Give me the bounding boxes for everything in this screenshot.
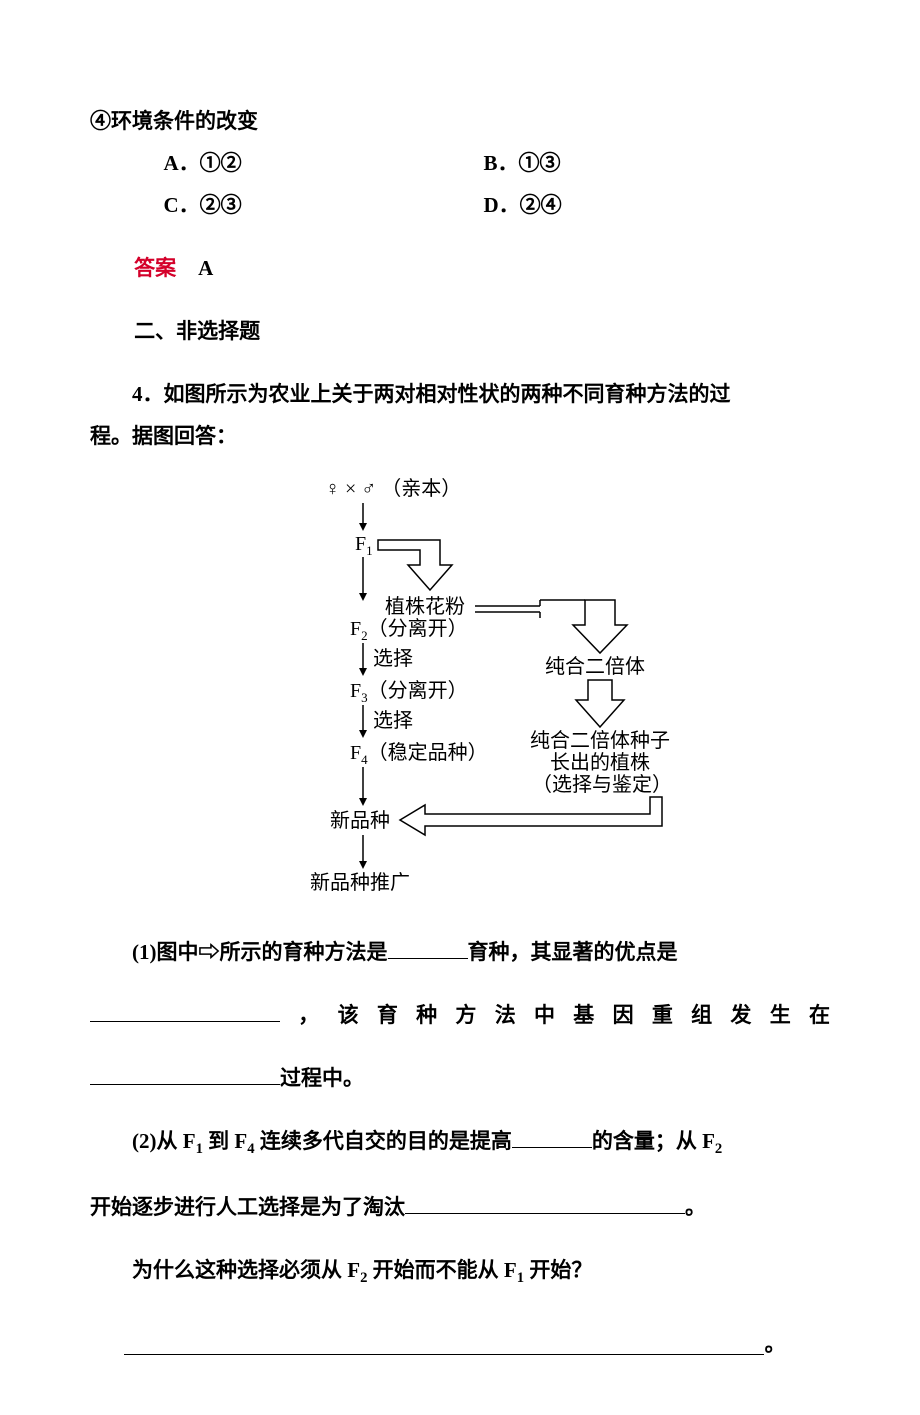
diagram-f3: F3（分离开） [350, 679, 468, 705]
diagram-seed-3: （选择与鉴定） [532, 773, 672, 796]
q4-sub2-line1: (2)从 F1 到 F4 连续多代自交的目的是提高 的含量；从 F2 [90, 1120, 830, 1165]
q2-ask-end: 开始？ [524, 1258, 592, 1282]
diagram-promote: 新品种推广 [310, 871, 410, 894]
q2-line2-pre: 开始逐步进行人工选择是为了淘汰 [90, 1195, 405, 1219]
options-row-1: A．①② B．①③ [164, 142, 831, 184]
hollow-arrow-down-icon [540, 600, 627, 653]
diagram-select-2: 选择 [373, 709, 413, 732]
q2-mid2: 连续多代自交的目的是提高 [255, 1129, 512, 1153]
diagram-f4: F4（稳定品种） [350, 741, 488, 767]
answer-blank-line: 。 [124, 1354, 764, 1355]
q1-post1: 育种，其显著的优点是 [468, 940, 678, 964]
q2-sub4: 4 [247, 1141, 254, 1157]
diagram-seed-1: 纯合二倍体种子 [530, 729, 670, 752]
q2-mid1: 到 F [203, 1129, 247, 1153]
breeding-diagram: .dt { font-family: "SimSun","Songti SC",… [220, 475, 700, 910]
q4-stem-line1: 4．如图所示为农业上关于两对相对性状的两种不同育种方法的过 [90, 373, 830, 415]
answer-label: 答案 [134, 256, 176, 280]
document-page: ④环境条件的改变 A．①② B．①③ C．②③ D．②④ 答案 A 二、非选择题… [0, 0, 920, 1415]
section-2-title: 二、非选择题 [134, 310, 830, 352]
blank-5 [405, 1194, 685, 1214]
q2-mid3: 的含量；从 F [592, 1129, 715, 1153]
diagram-parent: ♀ × ♂ （亲本） [325, 477, 461, 500]
hollow-arrow-down-2-icon [576, 680, 624, 727]
item-4-text: ④环境条件的改变 [90, 100, 830, 142]
hollow-arrow-right-icon [378, 540, 452, 590]
q4-stem-line2: 程。据图回答： [90, 415, 830, 457]
q2-ask-pre: 为什么这种选择必须从 F [132, 1258, 360, 1282]
diagram-pollen: 植株花粉 [385, 595, 465, 618]
diagram-new-variety: 新品种 [330, 809, 390, 832]
diagram-select-1: 选择 [373, 647, 413, 670]
option-a: A．①② [164, 142, 484, 184]
options-row-2: C．②③ D．②④ [164, 184, 831, 226]
q1-tail: 过程中。 [280, 1066, 364, 1090]
diagram-seed-2: 长出的植株 [550, 751, 650, 774]
q4-sub1-line2: ，该育种方法中基因重组发生在 [90, 994, 830, 1036]
option-b: B．①③ [484, 142, 804, 184]
answer-value: A [198, 256, 213, 280]
q2-ask-mid: 开始而不能从 F [367, 1258, 516, 1282]
q4-sub1-line3: 过程中。 [90, 1057, 830, 1099]
diagram-svg: .dt { font-family: "SimSun","Songti SC",… [220, 475, 700, 905]
blank-4 [512, 1128, 592, 1148]
option-c: C．②③ [164, 184, 484, 226]
q4-sub2-ask: 为什么这种选择必须从 F2 开始而不能从 F1 开始？ [90, 1249, 830, 1294]
blank-3 [90, 1065, 280, 1085]
answer-line: 答案 A [134, 247, 830, 289]
q2-sub1: 1 [196, 1141, 203, 1157]
q4-sub2-line2: 开始逐步进行人工选择是为了淘汰 。 [90, 1186, 830, 1228]
option-d: D．②④ [484, 184, 804, 226]
q1-pre: (1)图中⇨所示的育种方法是 [132, 940, 388, 964]
q1-mid: ，该育种方法中基因重组发生在 [280, 1003, 830, 1027]
diagram-f1: F1 [355, 533, 373, 558]
q2-end: 。 [685, 1195, 706, 1219]
q2-pre: (2)从 F [132, 1129, 196, 1153]
blank-2 [90, 1002, 280, 1022]
blank-end-punct: 。 [765, 1328, 786, 1358]
q4-sub1-line1: (1)图中⇨所示的育种方法是 育种，其显著的优点是 [90, 931, 830, 973]
blank-1 [388, 939, 468, 959]
q2-sub2a: 2 [715, 1141, 722, 1157]
diagram-f2: F2（分离开） [350, 617, 468, 643]
q2-ask-sub1: 1 [517, 1270, 524, 1286]
hollow-arrow-left-icon [400, 797, 662, 835]
diagram-pure-diploid: 纯合二倍体 [545, 655, 645, 678]
